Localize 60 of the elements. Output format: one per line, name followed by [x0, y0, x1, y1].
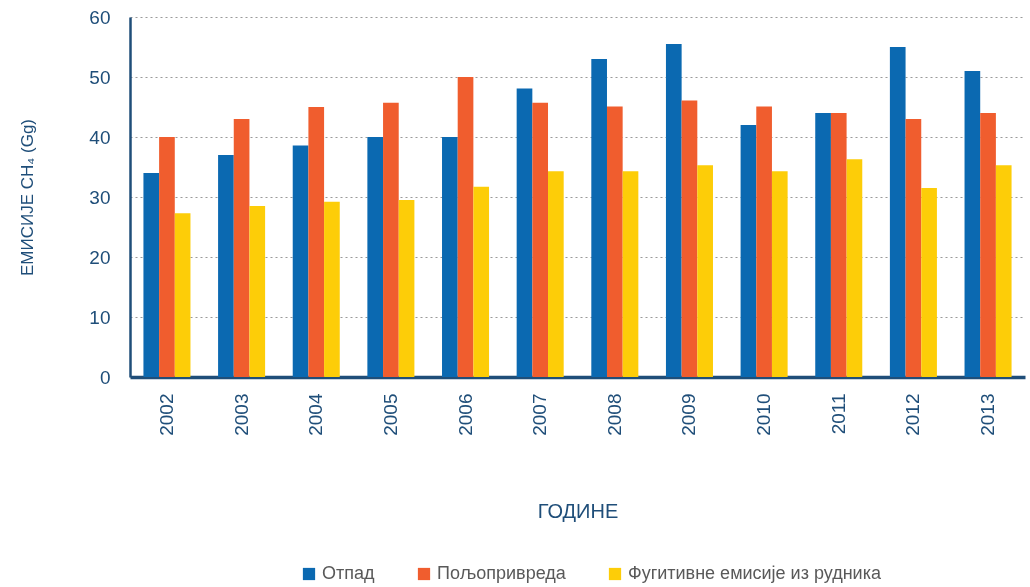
x-tick-label: 2002 [155, 393, 177, 436]
x-tick-label: 2012 [902, 393, 924, 436]
bar [457, 77, 474, 377]
bar [442, 137, 458, 377]
y-tick-label: 10 [89, 306, 111, 328]
bar [771, 171, 788, 377]
y-tick-label: 20 [89, 246, 111, 268]
legend-label: Отпад [322, 563, 375, 583]
x-tick-label: 2008 [603, 393, 625, 436]
bar [889, 47, 906, 377]
x-tick-label: 2007 [529, 393, 551, 436]
bar [756, 106, 772, 377]
bar [921, 188, 937, 377]
bar [367, 137, 384, 377]
bar [383, 102, 399, 377]
x-tick-label: 2011 [827, 393, 849, 435]
bar [174, 213, 191, 377]
bar [665, 44, 682, 377]
bar [681, 100, 698, 377]
x-tick-label: 2005 [379, 393, 401, 436]
bar [292, 145, 309, 377]
x-tick-label: 2006 [454, 393, 476, 436]
bar [740, 125, 757, 377]
bar [980, 113, 996, 377]
x-tick-label: 2013 [977, 393, 999, 436]
bar [815, 113, 831, 377]
x-axis-title: ГОДИНЕ [537, 499, 619, 522]
bar [159, 137, 175, 377]
bar [324, 201, 340, 377]
y-tick-label: 30 [89, 186, 111, 208]
x-tick-label: 2009 [678, 393, 700, 436]
bar [622, 171, 639, 377]
legend-label: Фугитивне емисије из рудника [628, 563, 882, 583]
bar [606, 106, 623, 377]
bar [591, 59, 607, 377]
bar [995, 165, 1012, 377]
y-tick-label: 50 [89, 66, 111, 88]
x-tick-label: 2003 [230, 393, 252, 436]
y-axis-title: ЕМИСИЈЕ CH₄ (Gg) [18, 119, 38, 276]
bar [308, 107, 325, 377]
bar [964, 71, 981, 377]
bar [846, 159, 863, 377]
bar [398, 200, 415, 377]
bar [516, 88, 533, 377]
bar [218, 155, 234, 377]
bar [697, 165, 713, 377]
bar [905, 119, 922, 377]
y-tick-label: 40 [89, 126, 111, 148]
bar [830, 113, 847, 377]
y-tick-label: 60 [89, 6, 111, 28]
bar [249, 206, 266, 377]
bar [143, 173, 160, 377]
x-tick-label: 2010 [753, 393, 775, 436]
bar [532, 102, 549, 377]
bar [473, 186, 490, 377]
bar [233, 119, 250, 377]
y-tick-label: 0 [99, 366, 111, 388]
x-tick-label: 2004 [305, 393, 327, 436]
legend-label: Пољопривреда [437, 563, 567, 583]
bar [548, 171, 564, 377]
